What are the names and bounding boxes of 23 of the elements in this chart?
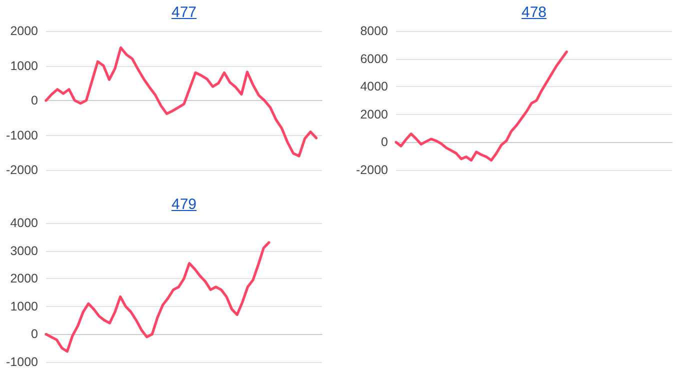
line-series (44, 241, 270, 353)
y-tick-label: 1000 (10, 58, 38, 73)
y-tick-label: -1000 (6, 128, 38, 142)
y-tick-label: 8000 (360, 24, 388, 38)
y-tick-label: -2000 (6, 163, 38, 177)
y-tick-label: -1000 (6, 355, 38, 369)
line-series (394, 50, 568, 162)
y-tick-label: 4000 (10, 216, 38, 230)
y-tick-label: 3000 (10, 244, 38, 258)
y-tick-label: 0 (31, 94, 38, 108)
chart-title: 477 (170, 4, 198, 21)
y-tick-label: 4000 (360, 80, 388, 94)
y-tick-label: 2000 (10, 272, 38, 286)
line-series (44, 46, 318, 158)
y-tick-label: 2000 (10, 24, 38, 38)
y-tick-label: 0 (31, 327, 38, 342)
y-tick-label: -2000 (356, 163, 388, 177)
y-tick-label: 1000 (10, 299, 38, 314)
chart-title: 479 (170, 196, 198, 213)
y-tick-label: 6000 (360, 52, 388, 66)
y-tick-label: 2000 (360, 107, 388, 122)
y-tick-label: 0 (381, 135, 388, 150)
chart-title: 478 (520, 4, 548, 21)
